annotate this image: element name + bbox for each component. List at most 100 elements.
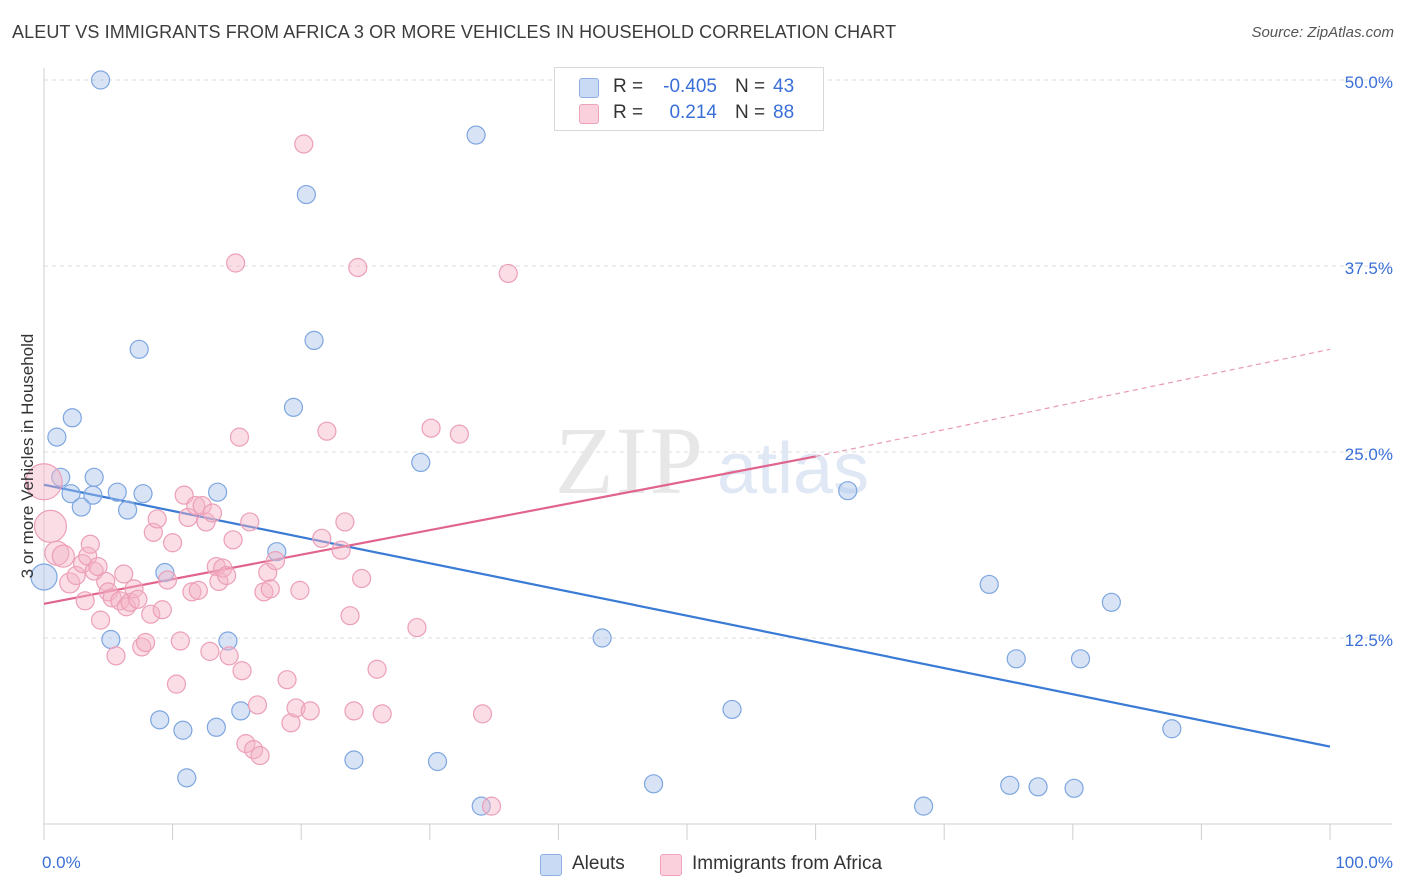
chart-source: Source: ZipAtlas.com	[1251, 24, 1394, 41]
aleuts-point	[30, 563, 58, 591]
r-value: 0.214	[669, 102, 717, 123]
aleuts-swatch	[579, 78, 599, 98]
africa-point	[157, 570, 178, 590]
africa-legend-swatch	[660, 854, 682, 876]
data-points	[25, 70, 1182, 816]
africa-point	[367, 659, 387, 679]
y-tick-label: 12.5%	[1345, 631, 1393, 650]
africa-point	[51, 544, 75, 568]
aleuts-point	[173, 720, 193, 740]
africa-point	[192, 495, 212, 516]
aleuts-point	[133, 484, 153, 504]
africa-point	[348, 257, 368, 278]
aleuts-point	[177, 768, 197, 788]
chart-title: ALEUT VS IMMIGRANTS FROM AFRICA 3 OR MOR…	[12, 22, 897, 42]
aleuts-point	[150, 710, 170, 730]
aleuts-point	[129, 339, 149, 359]
africa-point	[407, 617, 427, 638]
aleuts-point	[643, 774, 664, 794]
africa-point	[182, 582, 202, 602]
africa-point	[277, 670, 297, 690]
africa-point	[265, 551, 286, 571]
aleuts-point	[71, 497, 91, 517]
africa-trend-line	[43, 455, 816, 605]
n-label: N =	[735, 102, 766, 123]
aleuts-point	[1101, 592, 1121, 612]
x-tick-label: 0.0%	[42, 853, 81, 872]
africa-point	[340, 606, 360, 626]
n-label: N =	[735, 76, 766, 97]
aleuts-point	[427, 751, 448, 772]
africa-point	[141, 604, 161, 624]
axes	[43, 68, 1392, 840]
africa-point	[200, 641, 220, 661]
africa-point	[80, 534, 100, 554]
africa-point	[147, 509, 167, 529]
aleuts-point	[914, 796, 934, 816]
aleuts-point	[155, 562, 175, 583]
africa-point	[294, 134, 314, 154]
africa-point	[170, 631, 190, 651]
aleuts-point	[61, 484, 81, 504]
legend-label: Aleuts	[572, 853, 625, 874]
africa-point	[312, 528, 332, 548]
aleuts-point	[1000, 775, 1020, 795]
africa-point	[240, 512, 260, 532]
aleuts-point	[84, 467, 104, 487]
aleuts-point	[51, 467, 71, 487]
aleuts-point	[411, 452, 431, 473]
aleuts-point	[206, 717, 226, 737]
africa-point	[481, 796, 502, 816]
trend-lines	[43, 348, 1331, 748]
africa-point	[472, 704, 493, 724]
africa-point	[281, 713, 301, 733]
aleuts-point	[107, 482, 127, 502]
africa-point	[152, 600, 172, 620]
africa-point	[317, 421, 337, 441]
africa-point	[247, 695, 268, 715]
aleuts-point	[1064, 778, 1084, 798]
africa-point	[202, 503, 223, 523]
stats-legend: R = -0.405 N = 43 R = 0.214 N = 88	[554, 67, 824, 131]
africa-point	[128, 589, 148, 609]
africa-point	[166, 674, 187, 694]
aleuts-point	[979, 574, 999, 595]
aleuts-point	[838, 481, 858, 501]
aleuts-point	[722, 699, 742, 720]
africa-point	[135, 632, 156, 653]
aleuts-point	[231, 701, 251, 721]
africa-swatch	[579, 104, 599, 124]
africa-point	[372, 704, 392, 724]
n-value: 43	[773, 76, 795, 97]
n-value: 88	[773, 102, 795, 123]
africa-point	[286, 698, 306, 718]
africa-point	[223, 530, 243, 550]
watermark-zip: ZIP	[555, 407, 705, 514]
aleuts-point	[466, 125, 486, 145]
africa-point	[260, 579, 280, 599]
africa-point	[335, 512, 355, 532]
africa-point	[75, 591, 95, 611]
africa-point	[290, 580, 310, 600]
africa-point	[352, 568, 372, 589]
aleuts-point	[208, 482, 228, 502]
aleuts-point	[1006, 649, 1026, 669]
africa-point	[102, 588, 122, 608]
africa-point	[232, 661, 252, 681]
aleuts-point	[296, 184, 316, 205]
africa-point	[186, 495, 206, 516]
africa-point	[226, 253, 246, 273]
africa-point	[219, 646, 239, 666]
aleuts-legend-swatch	[540, 854, 562, 876]
aleuts-point	[47, 427, 67, 447]
aleuts-point	[83, 485, 103, 505]
africa-point	[33, 509, 68, 544]
r-value: -0.405	[663, 76, 717, 97]
africa-point	[114, 564, 134, 584]
aleuts-point	[283, 397, 304, 417]
y-tick-label: 50.0%	[1345, 73, 1393, 92]
africa-point	[498, 263, 518, 284]
africa-point	[421, 418, 441, 438]
africa-point	[106, 646, 126, 666]
